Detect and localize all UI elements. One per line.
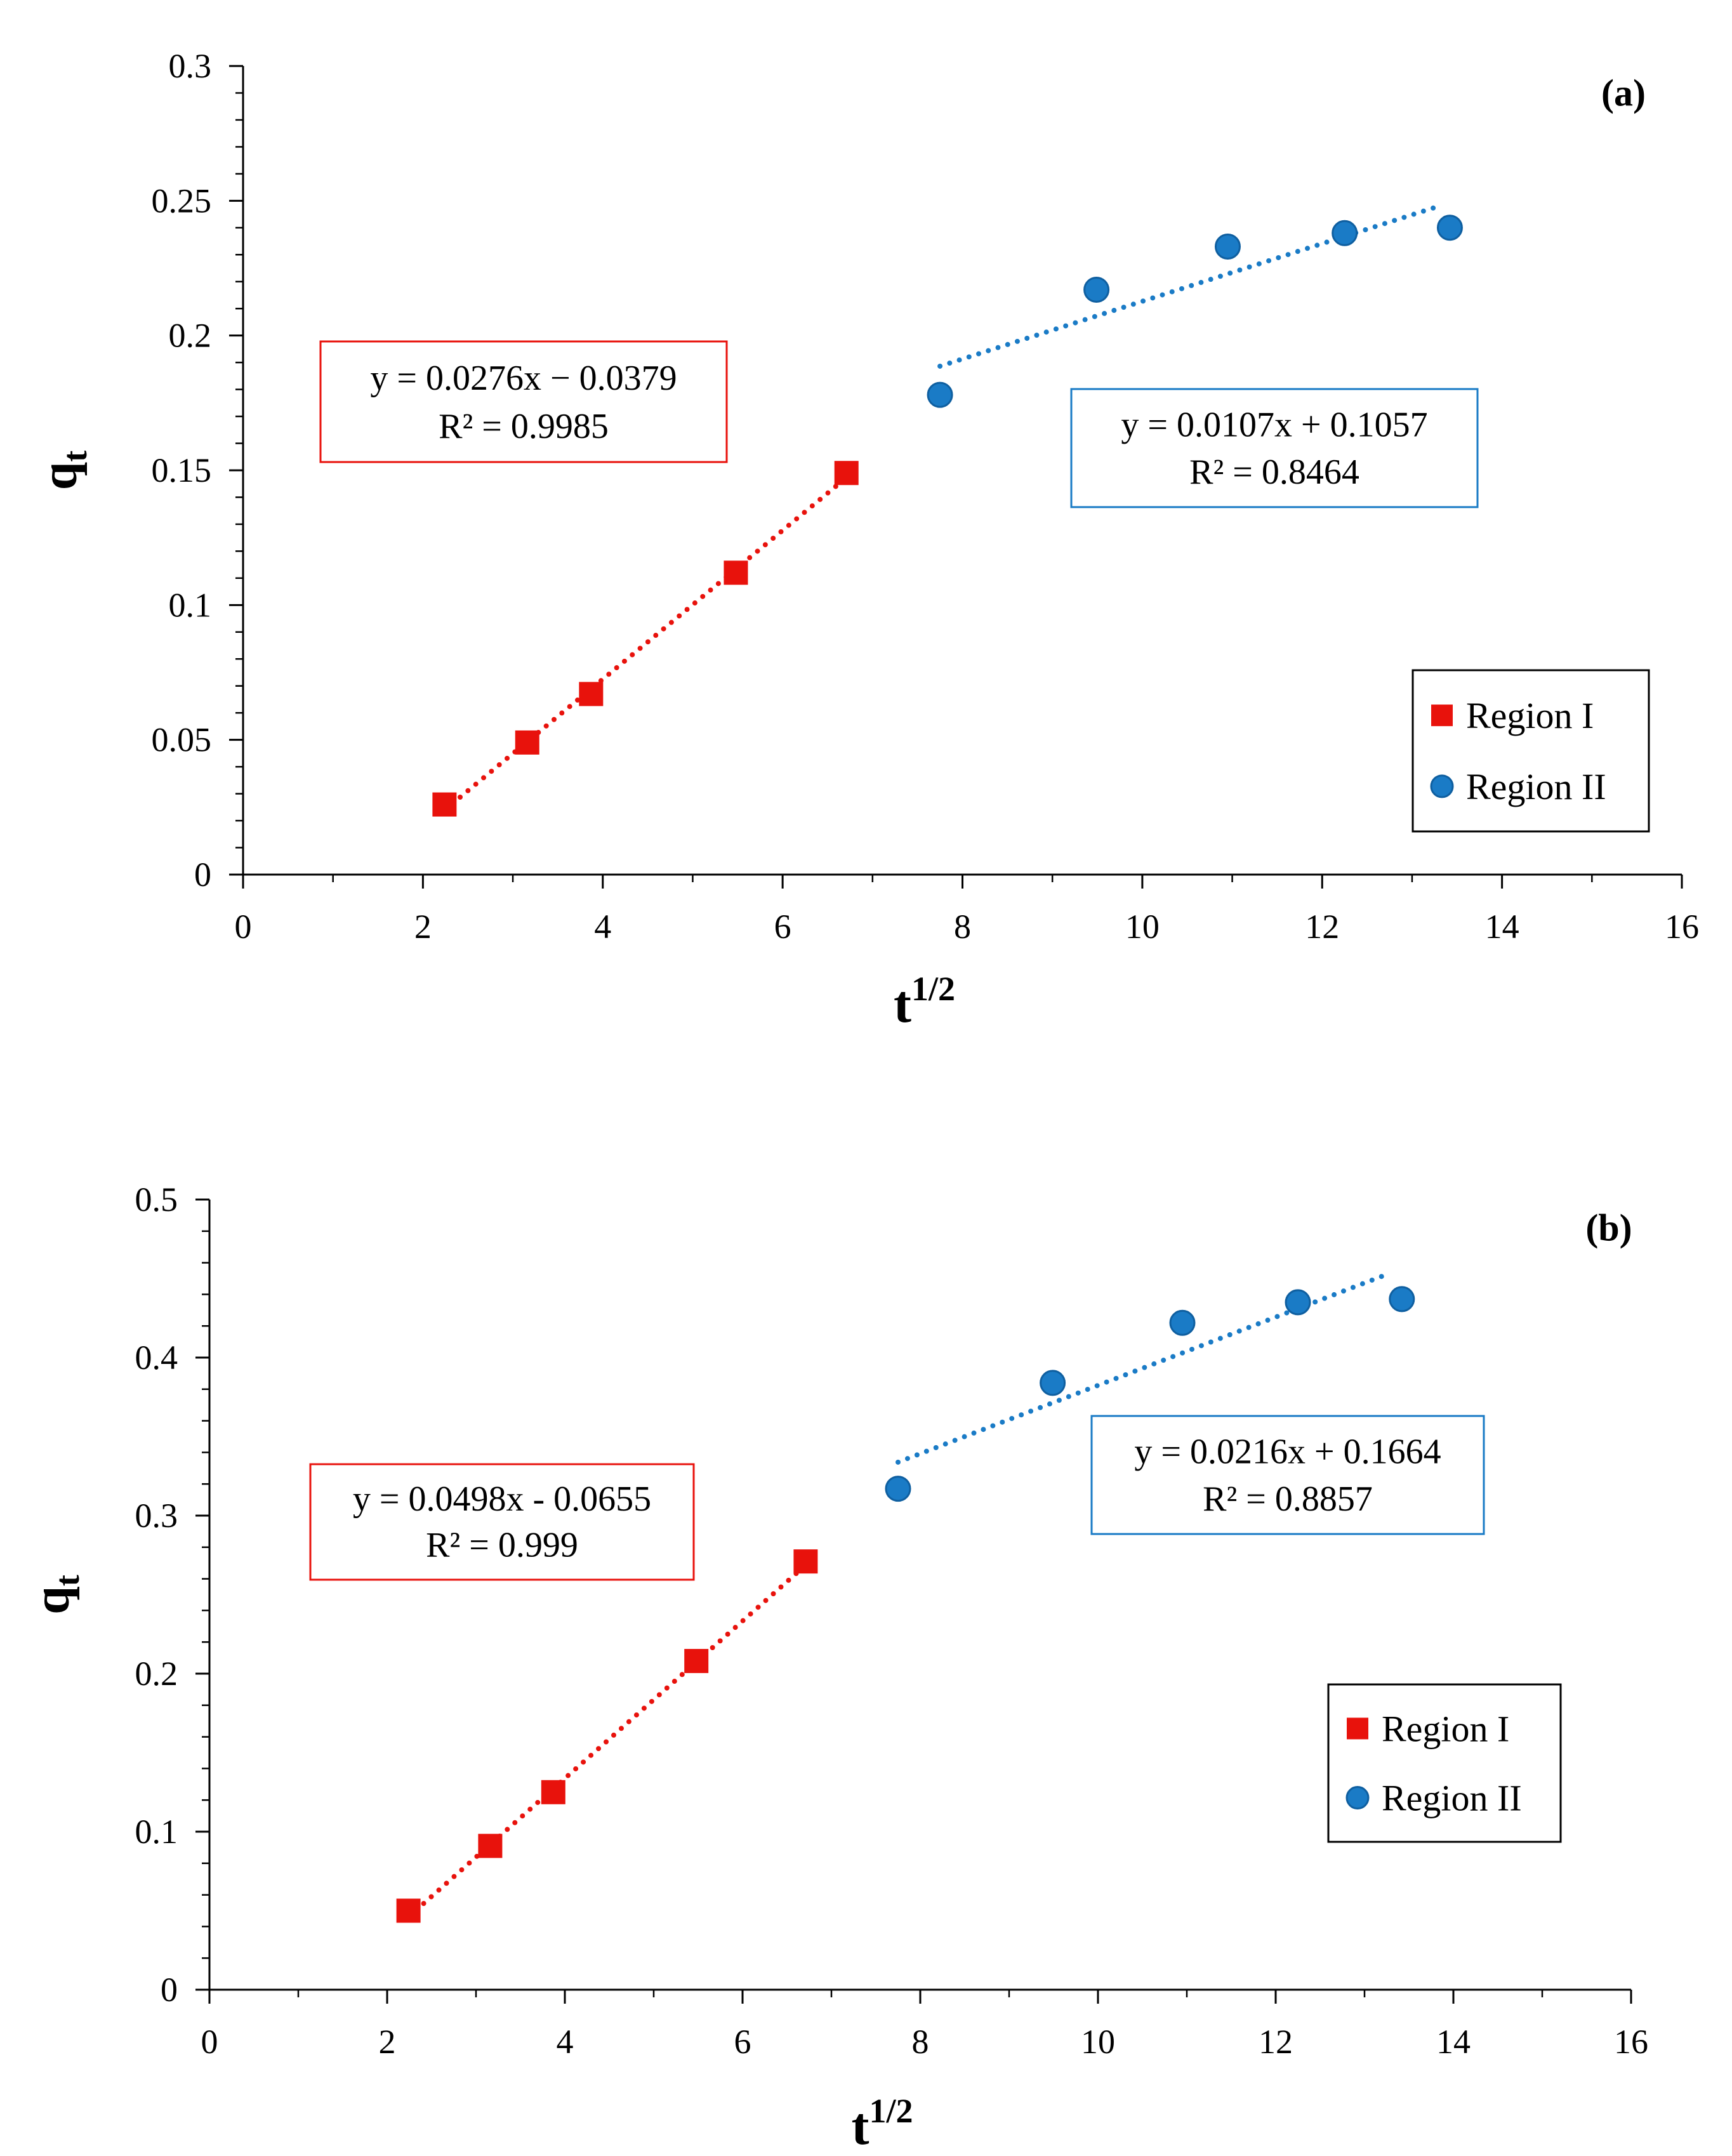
trendline-region-2 — [937, 203, 1442, 369]
legend-frame — [1411, 669, 1650, 833]
x-tick-label: 0 — [235, 908, 252, 946]
data-point-region-1 — [793, 1549, 818, 1574]
x-tick-label: 16 — [1665, 908, 1699, 946]
y-tick-label: 0.2 — [169, 317, 212, 355]
trendline-region-1 — [406, 1563, 809, 1920]
x-tick-label: 16 — [1614, 2023, 1648, 2061]
data-point-region-1 — [684, 1649, 709, 1674]
x-tick-label: 2 — [414, 908, 432, 946]
x-axis-title: t1/2 — [852, 2092, 913, 2156]
data-point-region-2 — [1214, 234, 1241, 260]
legend-frame — [1327, 1683, 1562, 1843]
legend-label: Region II — [1382, 1778, 1522, 1819]
legend: Region I Region II — [1327, 1683, 1562, 1843]
x-axis-title: t1/2 — [894, 970, 955, 1034]
equation-box-region-1: y = 0.0498x - 0.0655 R² = 0.999 — [309, 1463, 695, 1581]
chart-panel-a: 0 2 4 6 8 10 12 14 16 0 0.05 0.1 0.15 0.2 0.25 0.3 t1/2 q… — [32, 47, 1699, 1034]
y-tick-label: 0.1 — [169, 586, 212, 624]
trend-equation: y = 0.0216x + 0.1664 — [1134, 1432, 1441, 1471]
trend-equation: y = 0.0498x - 0.0655 — [353, 1479, 651, 1519]
data-point-region-2 — [1389, 1286, 1415, 1313]
r-squared: R² = 0.999 — [426, 1526, 578, 1565]
data-point-region-2 — [885, 1476, 911, 1502]
data-point-region-1 — [478, 1834, 503, 1858]
x-tick-label: 12 — [1259, 2023, 1293, 2061]
x-tick-label: 10 — [1125, 908, 1160, 946]
data-point-region-1 — [541, 1780, 565, 1804]
y-tick-label: 0.25 — [152, 182, 212, 220]
r-squared: R² = 0.8857 — [1203, 1479, 1373, 1519]
legend-marker-circle-icon — [1430, 774, 1454, 798]
y-tick-label: 0.05 — [152, 721, 212, 759]
x-tick-label: 12 — [1305, 908, 1339, 946]
y-tick-label: 0 — [161, 1971, 178, 2009]
x-tick-label: 6 — [774, 908, 791, 946]
y-tick-label: 0.2 — [135, 1655, 178, 1693]
x-tick-label: 4 — [594, 908, 611, 946]
x-tick-label: 4 — [557, 2023, 574, 2061]
trend-equation: y = 0.0107x + 0.1057 — [1121, 405, 1427, 444]
data-point-region-2 — [1436, 215, 1463, 241]
r-squared: R² = 0.9985 — [439, 407, 609, 446]
equation-box-region-1: y = 0.0276x − 0.0379 R² = 0.9985 — [319, 340, 728, 463]
y-axis-title: qt — [24, 1575, 86, 1615]
trend-equation: y = 0.0276x − 0.0379 — [370, 359, 677, 398]
trendline-region-1 — [442, 475, 849, 813]
y-tick-label: 0.15 — [152, 451, 212, 489]
y-axis-title: qt — [32, 451, 94, 491]
data-point-region-2 — [1040, 1370, 1066, 1396]
y-tick-label: 0.3 — [135, 1497, 178, 1535]
legend-label: Region II — [1466, 766, 1606, 807]
chart-panel-b: 0 2 4 6 8 10 12 14 16 0 0.1 0.2 0.3 0.4 0.5 t1/2 qt (b) y … — [24, 1181, 1648, 2156]
legend-marker-square-icon — [1431, 704, 1453, 727]
x-tick-label: 8 — [954, 908, 971, 946]
equation-box-frame — [309, 1463, 695, 1581]
legend-label: Region I — [1466, 695, 1594, 736]
x-tick-label: 14 — [1485, 908, 1519, 946]
data-point-region-1 — [396, 1898, 421, 1923]
data-point-region-2 — [1083, 276, 1110, 303]
data-point-region-1 — [579, 682, 604, 706]
data-point-region-1 — [834, 461, 859, 486]
data-point-region-1 — [515, 730, 539, 755]
x-tick-label: 10 — [1081, 2023, 1115, 2061]
x-tick-label: 8 — [912, 2023, 929, 2061]
y-tick-label: 0.4 — [135, 1339, 178, 1377]
equation-box-region-2: y = 0.0216x + 0.1664 R² = 0.8857 — [1090, 1415, 1485, 1535]
legend: Region I Region II — [1411, 669, 1650, 833]
equation-box-frame — [1070, 388, 1479, 508]
data-point-region-2 — [927, 381, 953, 408]
x-tick-label: 0 — [201, 2023, 218, 2061]
x-tick-label: 6 — [734, 2023, 751, 2061]
legend-marker-circle-icon — [1345, 1786, 1370, 1810]
data-point-region-2 — [1285, 1289, 1311, 1316]
y-tick-label: 0.1 — [135, 1813, 178, 1851]
legend-label: Region I — [1382, 1708, 1509, 1749]
legend-marker-square-icon — [1347, 1717, 1368, 1740]
r-squared: R² = 0.8464 — [1189, 453, 1359, 492]
y-tick-label: 0.3 — [169, 47, 212, 85]
panel-label: (a) — [1601, 72, 1646, 114]
y-tick-label: 0.5 — [135, 1181, 178, 1219]
equation-box-frame — [319, 340, 728, 463]
panel-label: (b) — [1585, 1207, 1632, 1248]
equation-box-region-2: y = 0.0107x + 0.1057 R² = 0.8464 — [1070, 388, 1479, 508]
data-point-region-1 — [724, 560, 748, 585]
equation-box-frame — [1090, 1415, 1485, 1535]
x-tick-label: 2 — [379, 2023, 396, 2061]
data-point-region-1 — [432, 792, 457, 817]
x-tick-label: 14 — [1436, 2023, 1471, 2061]
data-point-region-2 — [1169, 1309, 1196, 1336]
y-tick-label: 0 — [194, 856, 211, 894]
data-point-region-2 — [1332, 220, 1358, 246]
